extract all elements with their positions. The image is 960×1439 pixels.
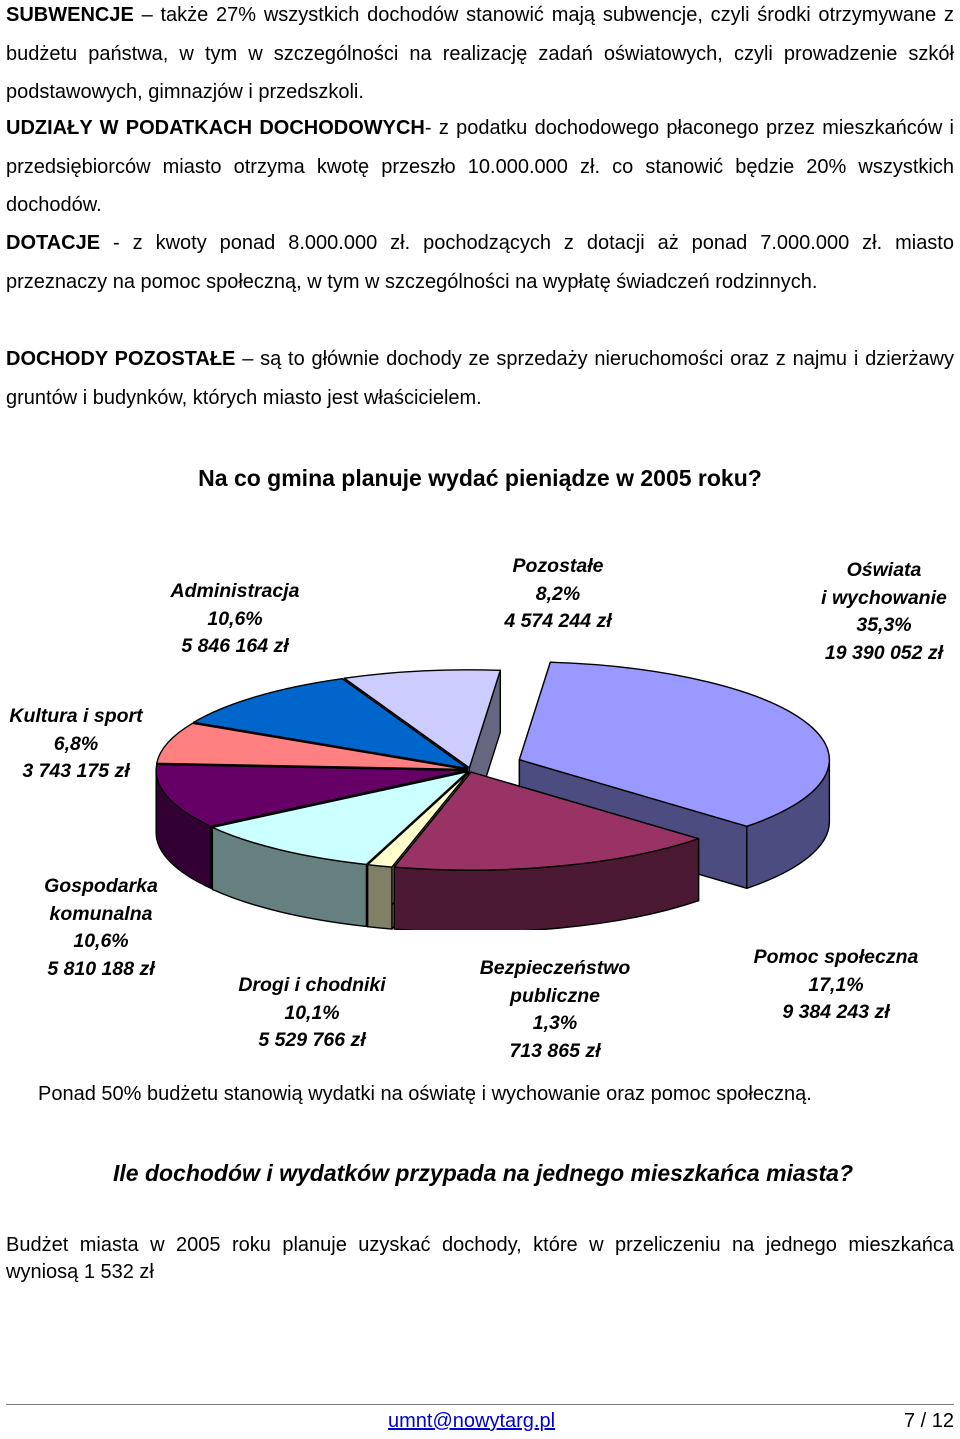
paragraph-text: – także 27% wszystkich dochodów stanowić… xyxy=(6,4,954,103)
label-line: 5 810 188 zł xyxy=(47,957,155,980)
slice-administracja xyxy=(192,678,468,770)
paragraph-dotacje: DOTACJE - z kwoty ponad 8.000.000 zł. po… xyxy=(6,224,954,301)
label-line: Gospodarka xyxy=(44,875,158,897)
label-bezpieczenstwo: Bezpieczeństwo publiczne 1,3% 713 865 zł xyxy=(460,955,650,1065)
page-number: 7 / 12 xyxy=(903,1410,954,1432)
paragraph-key: SUBWENCJE xyxy=(6,4,134,26)
label-line: Administracja xyxy=(170,580,300,602)
label-oswiata: Oświata i wychowanie 35,3% 19 390 052 zł xyxy=(808,557,960,667)
paragraph-key: UDZIAŁY W PODATKACH DOCHODOWYCH xyxy=(6,117,425,139)
footer-divider xyxy=(6,1404,954,1405)
paragraph-key: DOCHODY POZOSTAŁE xyxy=(6,348,236,370)
paragraph-dochody-pozostale: DOCHODY POZOSTAŁE – są to głównie dochod… xyxy=(6,340,954,417)
label-line: Kultura i sport xyxy=(9,705,143,727)
question-heading: Ile dochodów i wydatków przypada na jedn… xyxy=(112,1160,854,1186)
pie-chart xyxy=(155,661,831,930)
label-line: 1,3% xyxy=(532,1012,578,1034)
label-line: 9 384 243 zł xyxy=(782,1001,890,1023)
label-line: Bezpieczeństwo xyxy=(479,957,631,979)
slice-pomoc-spoleczna xyxy=(393,771,700,871)
slice-gospodarka xyxy=(155,763,467,827)
label-line: Drogi i chodniki xyxy=(238,974,386,996)
label-line: 5 529 766 zł xyxy=(258,1029,366,1051)
label-pomoc-spoleczna: Pomoc społeczna 17,1% 9 384 243 zł xyxy=(736,944,936,1027)
slice-drogi xyxy=(211,771,469,866)
label-line: Pozostałe xyxy=(512,555,604,577)
label-line: i wychowanie xyxy=(821,586,947,609)
label-line: 3 743 175 zł xyxy=(22,760,130,782)
paragraph-udzialy: UDZIAŁY W PODATKACH DOCHODOWYCH- z podat… xyxy=(6,109,954,225)
label-line: komunalna xyxy=(49,902,153,925)
slice-bezpieczenstwo-side xyxy=(366,864,393,930)
paragraph-key: DOTACJE xyxy=(6,232,101,254)
label-line: 17,1% xyxy=(808,973,864,996)
label-line: 8,2% xyxy=(535,582,581,605)
label-line: 6,8% xyxy=(53,732,99,755)
budget-note: Ponad 50% budżetu stanowią wydatki na oś… xyxy=(38,1083,812,1105)
slice-bezpieczenstwo xyxy=(366,771,470,868)
label-line: 4 574 244 zł xyxy=(504,610,612,632)
final-paragraph: Budżet miasta w 2005 roku planuje uzyska… xyxy=(6,1234,954,1283)
paragraph-text: - z kwoty ponad 8.000.000 zł. pochodzący… xyxy=(6,232,954,293)
label-drogi: Drogi i chodniki 10,1% 5 529 766 zł xyxy=(222,972,402,1055)
label-kultura: Kultura i sport 6,8% 3 743 175 zł xyxy=(0,703,152,786)
label-line: 35,3% xyxy=(856,614,912,636)
label-pozostale: Pozostałe 8,2% 4 574 244 zł xyxy=(483,553,633,636)
slice-kultura xyxy=(156,722,467,771)
label-gospodarka: Gospodarka komunalna 10,6% 5 810 188 zł xyxy=(26,873,176,983)
paragraph-text: - z podatku dochodowego płaconego przez … xyxy=(6,117,954,216)
label-line: 10,6% xyxy=(73,930,129,952)
footer-email-link[interactable]: umnt@nowytarg.pl xyxy=(388,1410,556,1432)
label-line: 5 846 164 zł xyxy=(181,635,289,657)
slice-pozostale xyxy=(343,669,502,769)
slice-oswiata xyxy=(518,661,831,828)
label-line: publiczne xyxy=(510,984,600,1007)
label-line: Oświata xyxy=(846,559,922,581)
label-administracja: Administracja 10,6% 5 846 164 zł xyxy=(150,578,320,661)
paragraph-subwencje: SUBWENCJE – także 27% wszystkich dochodó… xyxy=(6,0,954,112)
chart-heading: Na co gmina planuje wydać pieniądze w 20… xyxy=(198,465,762,491)
label-line: 713 865 zł xyxy=(509,1039,601,1062)
label-line: 10,1% xyxy=(284,1001,340,1024)
label-line: 10,6% xyxy=(207,607,263,630)
paragraph-text: – są to głównie dochody ze sprzedaży nie… xyxy=(6,348,954,409)
label-line: Pomoc społeczna xyxy=(753,946,919,968)
label-line: 19 390 052 zł xyxy=(824,641,944,664)
